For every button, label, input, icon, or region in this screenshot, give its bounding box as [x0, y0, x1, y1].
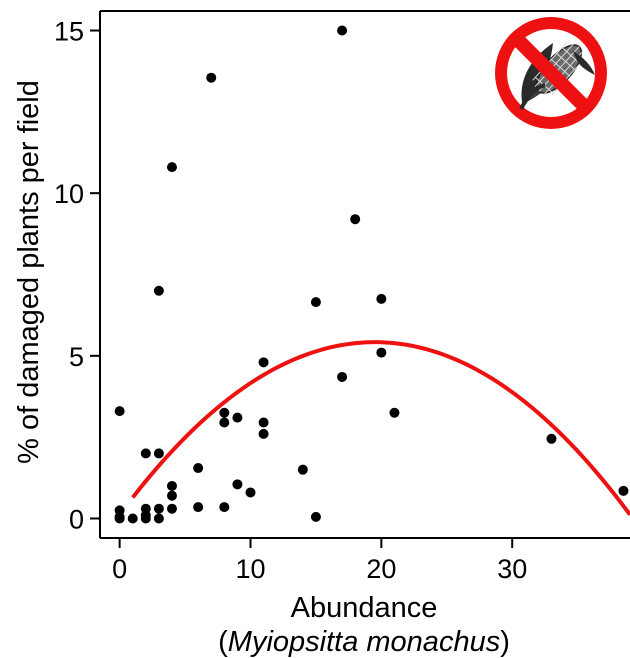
y-axis-ticks: 0 5 10 15	[54, 17, 100, 534]
x-axis-title: Abundance	[291, 592, 438, 624]
data-point	[337, 25, 348, 36]
data-point	[350, 214, 361, 225]
x-axis-subtitle: (Myiopsitta monachus)	[218, 626, 510, 658]
data-points	[114, 25, 629, 524]
data-point	[153, 285, 164, 296]
data-point	[166, 490, 177, 501]
fit-curve-layer	[131, 340, 630, 516]
x-axis-species-name: Myiopsitta monachus	[228, 626, 500, 658]
data-point	[258, 417, 269, 428]
data-point	[258, 428, 269, 439]
data-point	[193, 463, 204, 474]
data-point	[232, 412, 243, 423]
data-point	[337, 371, 348, 382]
data-point	[389, 407, 400, 418]
data-point	[232, 479, 243, 490]
data-point	[219, 502, 230, 513]
data-point	[376, 293, 387, 304]
data-point	[140, 503, 151, 514]
x-tick-label: 0	[112, 554, 127, 584]
x-tick-label: 30	[497, 554, 527, 584]
y-axis-title: % of damaged plants per field	[13, 80, 45, 464]
data-point	[114, 505, 125, 516]
y-tick-label: 10	[54, 179, 84, 209]
data-point	[114, 406, 125, 417]
data-point	[219, 407, 230, 418]
data-point	[166, 503, 177, 514]
data-point	[206, 72, 217, 83]
data-point	[618, 485, 629, 496]
data-point	[245, 487, 256, 498]
data-point	[153, 513, 164, 524]
data-point	[153, 503, 164, 514]
data-point	[127, 513, 138, 524]
data-point	[258, 357, 269, 368]
data-point	[376, 347, 387, 358]
y-tick-label: 0	[69, 504, 84, 534]
data-point	[297, 464, 308, 475]
y-tick-label: 15	[54, 17, 84, 47]
data-point	[546, 433, 557, 444]
x-axis-subtitle-open: (	[218, 626, 228, 658]
data-point	[153, 448, 164, 459]
data-point	[219, 417, 230, 428]
fit-curve	[131, 340, 630, 516]
x-tick-label: 10	[235, 554, 265, 584]
data-point	[310, 297, 321, 308]
data-point	[140, 448, 151, 459]
y-tick-label: 5	[69, 342, 84, 372]
x-axis-subtitle-close: )	[500, 626, 510, 658]
data-point	[166, 162, 177, 173]
no-corn-icon	[495, 17, 607, 129]
data-point	[193, 502, 204, 513]
data-point	[166, 480, 177, 491]
plot-frame	[99, 10, 630, 539]
x-axis-ticks: 0 10 20 30	[112, 538, 527, 584]
data-point	[310, 511, 321, 522]
x-tick-label: 20	[366, 554, 396, 584]
